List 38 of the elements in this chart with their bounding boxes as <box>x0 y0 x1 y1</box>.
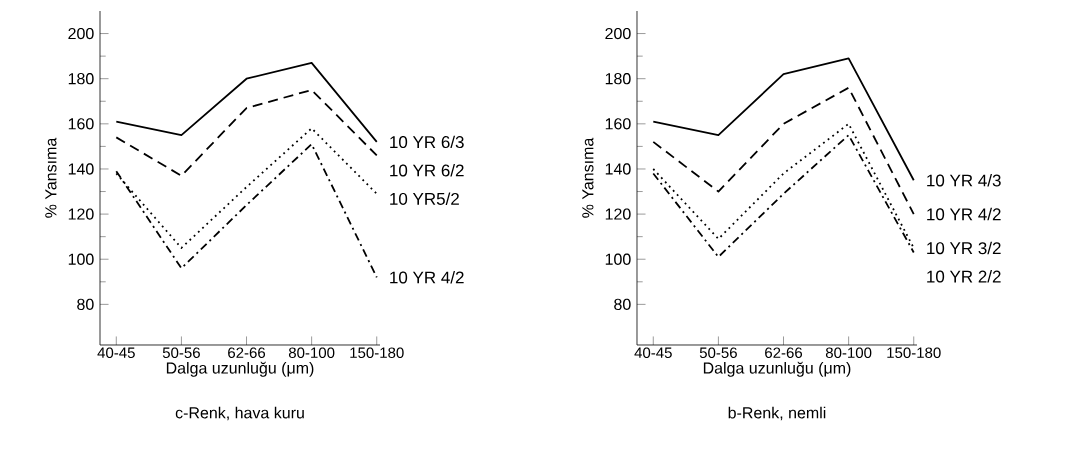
y-tick-label: 120 <box>68 208 94 220</box>
y-tick-label: 100 <box>68 253 94 265</box>
y-tick-label: 120 <box>605 208 631 220</box>
x-tick-label: 50-56 <box>699 347 737 359</box>
text: b-Renk, nemli <box>728 406 826 421</box>
y-tick-label: 140 <box>68 163 94 175</box>
y-tick-label: 80 <box>614 298 631 311</box>
series-label: 10 YR 2/2 <box>927 270 1001 283</box>
y-tick-label: 200 <box>68 27 94 40</box>
series-label: 10 YR 4/2 <box>927 207 1001 221</box>
x-axis-title: Dalga uzunluğu (μm) <box>166 361 314 377</box>
y-tick-label: 200 <box>605 27 631 40</box>
x-axis-title: Dalga uzunluğu (μm) <box>703 361 851 377</box>
x-tick-label: 150-180 <box>350 347 404 359</box>
series-label: 10 YR5/2 <box>390 192 459 205</box>
x-tick-label: 80-100 <box>288 347 335 359</box>
series-label: 10 YR 4/3 <box>927 174 1001 187</box>
x-tick-label: 80-100 <box>825 347 872 359</box>
y-tick-label: 180 <box>68 73 94 85</box>
y-tick-label: 160 <box>605 118 631 130</box>
x-tick-label: 50-56 <box>162 347 200 359</box>
x-tick-label: 62-66 <box>765 347 803 359</box>
series-label: 10 YR 6/2 <box>390 164 464 177</box>
text: c-Renk, hava kuru <box>175 406 304 421</box>
x-tick-label: 150-180 <box>887 347 941 359</box>
series-label: 10 YR 3/2 <box>927 241 1001 255</box>
y-tick-label: 180 <box>605 73 631 85</box>
series-label: 10 YR 4/2 <box>390 271 464 284</box>
y-tick-label: 140 <box>605 163 631 175</box>
y-tick-label: 100 <box>605 253 631 265</box>
y-tick-label: 160 <box>68 118 94 130</box>
y-axis-title: % Yansıma <box>45 137 57 218</box>
x-tick-label: 40-45 <box>634 347 672 359</box>
series-label: 10 YR 6/3 <box>390 135 464 149</box>
y-tick-label: 80 <box>77 298 94 311</box>
x-tick-label: 40-45 <box>97 347 135 359</box>
x-tick-label: 62-66 <box>228 347 266 359</box>
y-axis-title: % Yansıma <box>582 137 594 218</box>
